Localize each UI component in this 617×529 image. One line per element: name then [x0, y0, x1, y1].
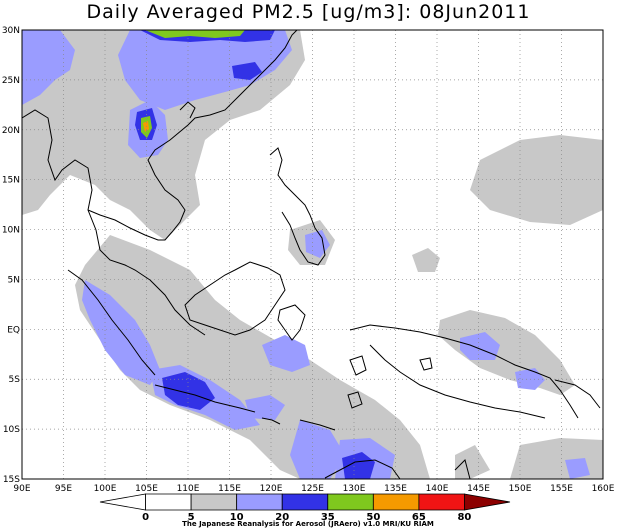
longitude-labels: 90E 95E 100E 105E 110E 115E 120E 125E 130E 135E 14… [13, 484, 614, 494]
lon-tick-label: 105E [135, 484, 158, 494]
colorbar-segment [99, 493, 146, 511]
colorbar-level-label: 0 [142, 512, 149, 523]
lat-tick-label: 20N [2, 126, 20, 136]
colorbar: 0 5 10 20 35 50 65 80 [99, 493, 511, 523]
field-50-65 [143, 121, 149, 132]
lat-tick-label: 5S [9, 375, 21, 385]
field-35-50 [141, 30, 245, 138]
colorbar-segment [418, 493, 465, 511]
latitude-labels: 30N 25N 20N 15N 10N 5N EQ 5S 10S 15S [2, 26, 20, 485]
credit-text: The Japanese Reanalysis for Aerosol (JRA… [182, 520, 434, 528]
colorbar-level-label: 5 [188, 512, 195, 523]
lon-tick-label: 160E [592, 484, 615, 494]
lon-tick-label: 155E [550, 484, 573, 494]
lon-tick-label: 95E [55, 484, 72, 494]
colorbar-segment [145, 493, 192, 511]
map-frame [21, 29, 604, 480]
lon-tick-label: 150E [509, 484, 532, 494]
colorbar-level-label: 65 [412, 512, 426, 523]
colorbar-level-label: 20 [275, 512, 289, 523]
lon-tick-label: 100E [94, 484, 117, 494]
lon-tick-label: 140E [426, 484, 449, 494]
lon-tick-label: 115E [218, 484, 241, 494]
lat-tick-label: 5N [8, 275, 20, 285]
lon-tick-label: 120E [260, 484, 283, 494]
colorbar-segment [281, 493, 329, 511]
colorbar-segment [190, 493, 238, 511]
map-title: Daily Averaged PM2.5 [ug/m3]: 08Jun2011 [86, 1, 531, 23]
lat-tick-label: 15S [3, 475, 20, 485]
lon-tick-label: 90E [13, 484, 30, 494]
lon-tick-label: 110E [177, 484, 200, 494]
colorbar-segment [236, 493, 283, 511]
concentration-fields [22, 30, 603, 479]
colorbar-level-label: 50 [366, 512, 380, 523]
lat-tick-label: 15N [2, 176, 20, 186]
lat-tick-label: 10S [3, 425, 20, 435]
colorbar-segment [372, 493, 420, 511]
lat-tick-label: 30N [2, 26, 20, 36]
colorbar-level-label: 10 [230, 512, 244, 523]
colorbar-level-label: 35 [321, 512, 335, 523]
lat-tick-label: 10N [2, 226, 20, 236]
colorbar-segment [327, 493, 374, 511]
colorbar-segment [464, 493, 511, 511]
lat-tick-label: EQ [7, 325, 20, 335]
colorbar-level-label: 80 [457, 512, 471, 523]
lon-tick-label: 135E [384, 484, 407, 494]
lon-tick-label: 130E [343, 484, 366, 494]
lon-tick-label: 125E [301, 484, 324, 494]
lon-tick-label: 145E [467, 484, 490, 494]
coastlines [22, 30, 601, 479]
lat-tick-label: 25N [2, 76, 20, 86]
